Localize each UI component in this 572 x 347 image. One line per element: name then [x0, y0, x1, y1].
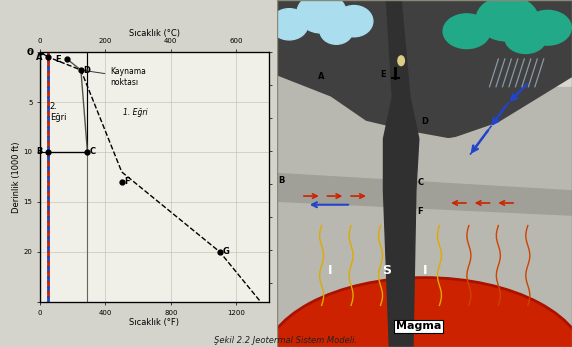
Text: D: D [421, 117, 428, 126]
Ellipse shape [524, 10, 571, 45]
Ellipse shape [476, 0, 538, 41]
Text: I: I [423, 264, 427, 277]
Ellipse shape [443, 14, 490, 49]
Text: B: B [279, 176, 285, 185]
Text: G: G [223, 247, 229, 256]
Ellipse shape [335, 6, 373, 37]
Text: C: C [417, 178, 423, 187]
Ellipse shape [505, 23, 546, 53]
Polygon shape [277, 0, 572, 139]
Ellipse shape [320, 17, 353, 44]
Text: Magma: Magma [396, 321, 442, 331]
Text: B: B [36, 147, 42, 156]
Text: F: F [124, 177, 130, 186]
Bar [277, 0, 572, 97]
Y-axis label: Derinlik (1000 ft): Derinlik (1000 ft) [11, 141, 21, 213]
Bar [277, 87, 572, 347]
Ellipse shape [398, 56, 404, 66]
Text: S: S [382, 264, 391, 277]
Text: F: F [418, 207, 423, 216]
Ellipse shape [271, 9, 308, 40]
Text: A: A [319, 72, 325, 81]
Text: I: I [328, 264, 333, 277]
Ellipse shape [263, 278, 572, 347]
Text: D: D [84, 66, 90, 75]
X-axis label: Sıcaklık (°F): Sıcaklık (°F) [129, 318, 180, 327]
Y-axis label: Derinlik (km): Derinlik (km) [284, 150, 293, 204]
Text: O: O [26, 48, 34, 57]
X-axis label: Sıcaklık (°C): Sıcaklık (°C) [129, 29, 180, 37]
Ellipse shape [297, 0, 347, 33]
Polygon shape [277, 174, 572, 215]
Polygon shape [383, 0, 419, 347]
Text: E: E [55, 54, 61, 64]
Text: Kaynama
noktası: Kaynama noktası [85, 67, 146, 87]
Text: E: E [380, 70, 386, 79]
Text: C: C [90, 147, 96, 156]
Text: 1. Eğri: 1. Eğri [124, 108, 148, 117]
Text: Şekil 2.2 Jeotermal Sistem Modeli.: Şekil 2.2 Jeotermal Sistem Modeli. [214, 336, 358, 345]
Text: 2.
Eğri: 2. Eğri [50, 102, 66, 122]
Polygon shape [277, 76, 572, 191]
Text: A: A [36, 52, 42, 61]
